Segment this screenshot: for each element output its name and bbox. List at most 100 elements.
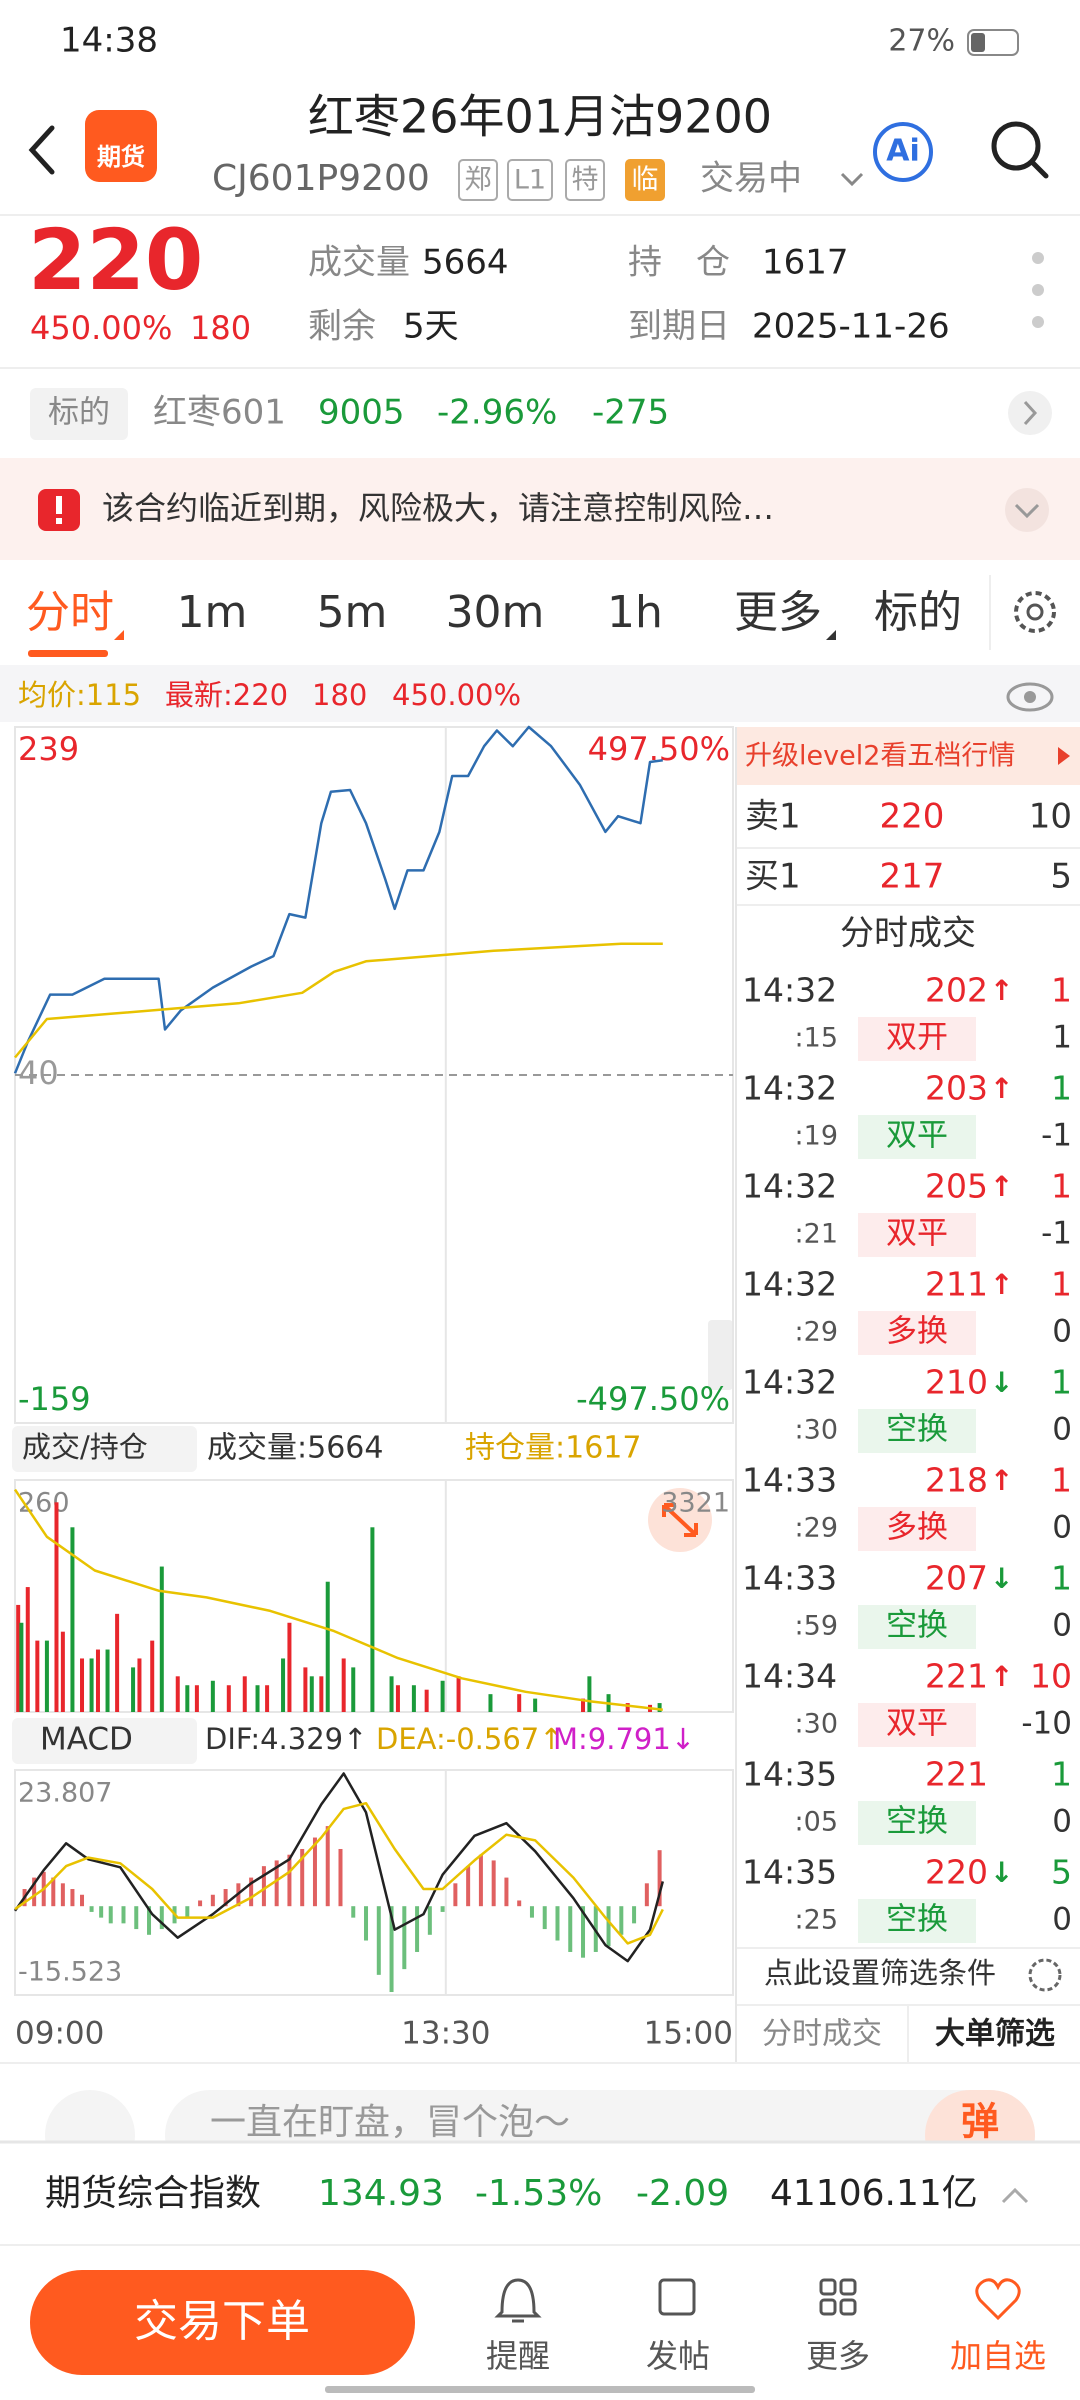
nav-item[interactable]: 提醒 xyxy=(486,2337,550,2375)
tab[interactable]: 30m xyxy=(446,587,545,638)
bar xyxy=(44,1640,49,1712)
bar xyxy=(89,1658,94,1712)
volume-selector[interactable] xyxy=(12,1426,197,1472)
index-chevron[interactable] xyxy=(1001,2187,1029,2204)
nav-item[interactable]: 发帖 xyxy=(646,2337,710,2375)
tab[interactable]: 更多 xyxy=(734,587,822,638)
trade-type-bg xyxy=(858,1899,976,1943)
search-button[interactable] xyxy=(991,121,1041,171)
favorite-icon[interactable] xyxy=(975,2278,1021,2321)
bar xyxy=(402,1906,407,1970)
trade-type-bg xyxy=(858,1801,976,1845)
trade-qty: 1 xyxy=(1051,1265,1072,1304)
trade-price: 202 xyxy=(925,971,988,1010)
trade-type: 双平 xyxy=(886,1706,948,1742)
trade-type-bg xyxy=(858,1017,976,1061)
status-chevron[interactable] xyxy=(840,172,864,187)
tab[interactable]: 标的 xyxy=(874,587,962,638)
more-dot[interactable] xyxy=(1032,284,1044,296)
bar xyxy=(364,1906,369,1941)
post-icon[interactable] xyxy=(658,2278,696,2316)
bar xyxy=(194,1685,199,1712)
trade-oi-change: 1 xyxy=(1052,1020,1072,1056)
trade-direction: ↑ xyxy=(990,974,1013,1007)
panel-handle[interactable] xyxy=(708,1320,733,1390)
trade-direction: ↑ xyxy=(990,1660,1013,1693)
order-price: 220 xyxy=(880,797,945,837)
bar xyxy=(351,1906,356,1918)
alert-chevron-bg[interactable] xyxy=(1005,488,1049,532)
y-tick-label: 239 xyxy=(18,730,79,768)
bar xyxy=(35,1640,40,1712)
trade-price: 207 xyxy=(925,1559,988,1598)
remind-icon[interactable] xyxy=(494,2278,542,2323)
more-icon xyxy=(839,2278,857,2296)
bar xyxy=(51,1877,56,1907)
alert-icon-mark xyxy=(56,496,62,514)
logo xyxy=(85,110,157,182)
trade-direction: ↑ xyxy=(990,1170,1013,1203)
bar xyxy=(351,1667,356,1712)
bar xyxy=(325,1826,330,1907)
trade-price: 220 xyxy=(925,1853,988,1892)
tab-underline xyxy=(28,650,108,657)
nav-item[interactable]: 加自选 xyxy=(950,2337,1046,2375)
bar xyxy=(619,1906,624,1935)
trade-type: 双开 xyxy=(886,1020,948,1056)
bar xyxy=(415,1906,420,1952)
info-row-change: 180 xyxy=(312,678,367,712)
level2-banner[interactable] xyxy=(737,727,1080,785)
bar xyxy=(80,1894,85,1907)
bar xyxy=(424,1689,429,1712)
trade-type-bg xyxy=(858,1507,976,1551)
bar xyxy=(319,1676,324,1712)
more-dot[interactable] xyxy=(1032,316,1044,328)
alert-bar[interactable] xyxy=(0,458,1080,560)
x-tick-label: 09:00 xyxy=(15,2016,104,2052)
bar xyxy=(134,1906,139,1930)
tab[interactable]: 5m xyxy=(317,587,388,638)
quote-change: 180 xyxy=(190,309,251,347)
bar xyxy=(300,1848,305,1907)
trade-button[interactable] xyxy=(30,2270,415,2375)
bar xyxy=(287,1854,292,1907)
trade-qty: 1 xyxy=(1051,1167,1072,1206)
eye-button[interactable] xyxy=(1006,682,1054,712)
y-tick-label: 260 xyxy=(18,1488,70,1519)
back-button[interactable] xyxy=(28,125,55,175)
bar xyxy=(185,1906,190,1918)
tab[interactable]: 分时 xyxy=(26,587,114,638)
trade-time: 14:32 xyxy=(742,1265,837,1304)
filter-settings[interactable] xyxy=(1028,1958,1062,1992)
trade-price: 218 xyxy=(925,1461,988,1500)
tab[interactable]: 1m xyxy=(177,587,248,638)
bar xyxy=(223,1889,228,1907)
nav-item[interactable]: 更多 xyxy=(806,2337,870,2375)
bar xyxy=(255,1685,260,1712)
y-tick-label: 23.807 xyxy=(18,1778,112,1809)
macd-selector[interactable] xyxy=(12,1718,197,1764)
settings-button[interactable] xyxy=(1014,591,1056,633)
y2-tick-label: 497.50% xyxy=(588,730,730,768)
bar xyxy=(287,1622,292,1712)
index-bar-change: -2.09 xyxy=(636,2173,729,2214)
index-bar-amount: 41106.11亿 xyxy=(770,2173,978,2214)
x-tick-label: 13:30 xyxy=(401,2016,490,2052)
bar xyxy=(54,1502,59,1712)
info-row xyxy=(0,665,1080,722)
tab[interactable]: 1h xyxy=(607,587,663,638)
more-icon[interactable] xyxy=(819,2278,837,2296)
underlying-price: 9005 xyxy=(318,393,405,433)
index-bar[interactable] xyxy=(0,2142,1080,2245)
bar xyxy=(466,1866,471,1907)
underlying-chevron-bg[interactable] xyxy=(1008,391,1052,435)
status-bar-time: 14:38 xyxy=(60,21,158,61)
ai-button[interactable] xyxy=(873,122,933,182)
trade-type-bg xyxy=(858,1115,976,1159)
more-dot[interactable] xyxy=(1032,252,1044,264)
settings-center xyxy=(1026,603,1044,621)
y-tick-label: -159 xyxy=(18,1380,91,1418)
trade-type-bg xyxy=(858,1605,976,1649)
bar xyxy=(411,1685,416,1712)
